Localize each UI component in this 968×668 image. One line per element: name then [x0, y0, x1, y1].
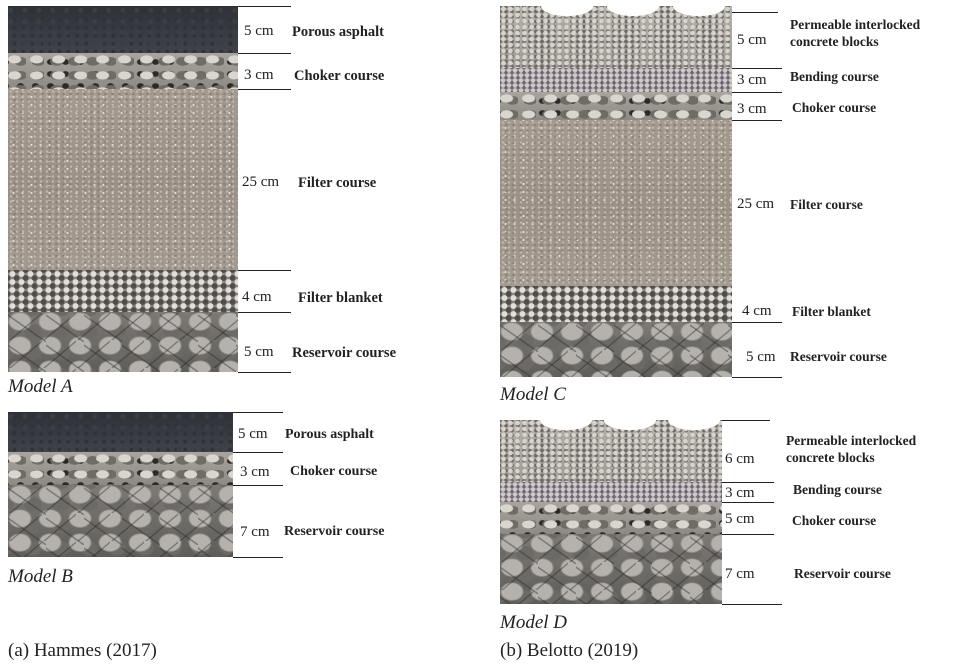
model-c-boundary-line — [732, 377, 782, 378]
model-c-thickness: 5 cm — [737, 32, 767, 48]
model-b-title: Model B — [8, 566, 73, 587]
model-c-thickness: 5 cm — [746, 349, 776, 365]
model-a-layer-reservoir-course — [8, 312, 238, 372]
model-b-layer-label: Reservoir course — [284, 524, 385, 539]
model-a-layer-choker-course — [8, 53, 238, 89]
model-b-layer-label: Choker course — [290, 464, 378, 479]
model-c-layer-label: Permeable interlocked concrete blocks — [790, 17, 921, 49]
model-c-layer-label: Bending course — [790, 69, 879, 84]
model-b-boundary-line — [233, 452, 283, 453]
model-c-layer-label: Filter blanket — [792, 304, 871, 319]
model-b-layer-choker-course — [8, 452, 233, 485]
model-b-layer-reservoir-course — [8, 485, 233, 557]
model-b-thickness: 5 cm — [238, 426, 268, 442]
model-c-layer-label: Filter course — [790, 197, 863, 212]
model-d-boundary-line — [722, 604, 782, 605]
model-d-title: Model D — [500, 612, 568, 633]
model-a-boundary-line — [238, 89, 291, 90]
model-c-boundary-line — [732, 68, 782, 69]
model-c-layer-choker-course — [500, 92, 732, 120]
model-d-thickness: 5 cm — [725, 511, 755, 527]
model-b-boundary-line — [233, 412, 283, 413]
model-d-layer-label: Choker course — [792, 513, 877, 528]
caption-panel-b: (b) Belotto (2019) — [500, 640, 639, 661]
model-a-layer-label: Reservoir course — [292, 345, 397, 361]
model-b-boundary-line — [233, 557, 283, 558]
model-c-thickness: 3 cm — [737, 101, 767, 117]
model-c-thickness: 4 cm — [742, 303, 772, 319]
model-d-layer-label: Reservoir course — [794, 566, 891, 581]
model-a-layer-label: Filter course — [298, 175, 377, 191]
model-d-boundary-line — [722, 534, 774, 535]
model-d-layer-choker-course — [500, 502, 722, 534]
model-d-thickness: 7 cm — [725, 566, 755, 582]
model-c-title: Model C — [500, 384, 566, 405]
model-b-boundary-line — [233, 485, 283, 486]
model-a-layer-label: Filter blanket — [298, 290, 383, 306]
model-d-layer-label: Permeable interlocked concrete blocks — [786, 433, 917, 465]
model-b-thickness: 3 cm — [240, 464, 270, 480]
model-a-boundary-line — [238, 372, 291, 373]
model-a-layer-label: Porous asphalt — [292, 24, 384, 40]
model-a-boundary-line — [238, 270, 291, 271]
model-d-boundary-line — [722, 420, 770, 421]
model-d-boundary-line — [722, 502, 774, 503]
model-c-boundary-line — [732, 120, 782, 121]
model-d-thickness: 3 cm — [725, 485, 755, 501]
model-d-boundary-line — [722, 482, 774, 483]
model-d-layer-reservoir-course — [500, 534, 722, 604]
model-c-layer-label: Choker course — [792, 100, 877, 115]
model-a-thickness: 3 cm — [244, 67, 274, 83]
model-c-layer-bending-course — [500, 68, 732, 92]
model-a-layer-filter-course — [8, 89, 238, 270]
model-c-layer-concrete-blocks — [500, 6, 732, 68]
model-a-layer-porous-asphalt — [8, 6, 238, 53]
model-d-thickness: 6 cm — [725, 451, 755, 467]
model-a-boundary-line — [238, 6, 291, 7]
model-c-layer-label: Reservoir course — [790, 349, 887, 364]
model-c-layer-reservoir-course — [500, 322, 732, 377]
model-a-title: Model A — [8, 376, 73, 397]
model-a-boundary-line — [238, 312, 291, 313]
model-c-boundary-line — [732, 322, 782, 323]
model-a-thickness: 25 cm — [242, 174, 280, 190]
model-d-layer-concrete-blocks — [500, 420, 722, 482]
model-c-thickness: 3 cm — [737, 72, 767, 88]
model-c-layer-filter-course — [500, 120, 732, 286]
model-b-layer-porous-asphalt — [8, 412, 233, 452]
model-b-thickness: 7 cm — [240, 524, 270, 540]
model-a-thickness: 4 cm — [242, 289, 272, 305]
model-d-layer-bending-course — [500, 482, 722, 502]
model-b-layer-label: Porous asphalt — [285, 427, 374, 442]
model-c-boundary-line — [732, 12, 778, 13]
model-d-layer-label: Bending course — [793, 482, 882, 497]
model-a-thickness: 5 cm — [244, 344, 274, 360]
model-c-boundary-line — [732, 92, 782, 93]
model-a-boundary-line — [238, 53, 291, 54]
model-c-thickness: 25 cm — [737, 196, 775, 212]
model-c-layer-filter-blanket — [500, 286, 732, 322]
caption-panel-a: (a) Hammes (2017) — [8, 640, 157, 661]
model-a-thickness: 5 cm — [244, 23, 274, 39]
model-a-layer-filter-blanket — [8, 270, 238, 312]
model-a-layer-label: Choker course — [294, 68, 385, 84]
